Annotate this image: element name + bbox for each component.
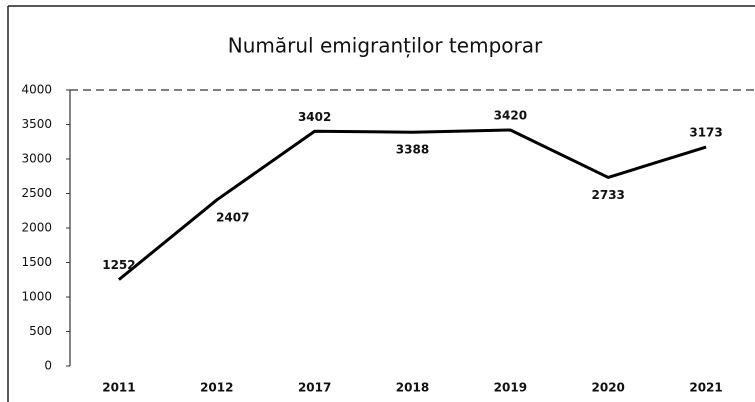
x-tick-label: 2017 — [298, 381, 331, 395]
x-tick-label: 2011 — [102, 381, 135, 395]
data-label: 3388 — [396, 143, 429, 157]
x-tick-label: 2018 — [396, 381, 429, 395]
y-tick-label: 500 — [29, 324, 52, 338]
data-label: 3402 — [298, 110, 331, 124]
y-tick-label: 1000 — [21, 290, 52, 304]
x-tick-label: 2019 — [494, 381, 527, 395]
y-tick-label: 4000 — [21, 83, 52, 97]
data-label: 2407 — [216, 210, 249, 224]
data-label: 1252 — [102, 258, 135, 272]
x-tick-label: 2021 — [689, 381, 722, 395]
line-series — [117, 128, 707, 281]
x-tick-label: 2012 — [200, 381, 233, 395]
data-label: 2733 — [592, 188, 625, 202]
y-tick-label: 1500 — [21, 255, 52, 269]
chart-title: Numărul emigranților temporar — [228, 34, 543, 58]
y-tick-label: 0 — [44, 359, 52, 373]
data-label: 3173 — [689, 126, 722, 140]
x-tick-label: 2020 — [592, 381, 625, 395]
y-tick-label: 3000 — [21, 152, 52, 166]
y-tick-label: 2500 — [21, 186, 52, 200]
data-label: 3420 — [494, 109, 527, 123]
y-tick-label: 2000 — [21, 221, 52, 235]
y-tick-label: 3500 — [21, 117, 52, 131]
